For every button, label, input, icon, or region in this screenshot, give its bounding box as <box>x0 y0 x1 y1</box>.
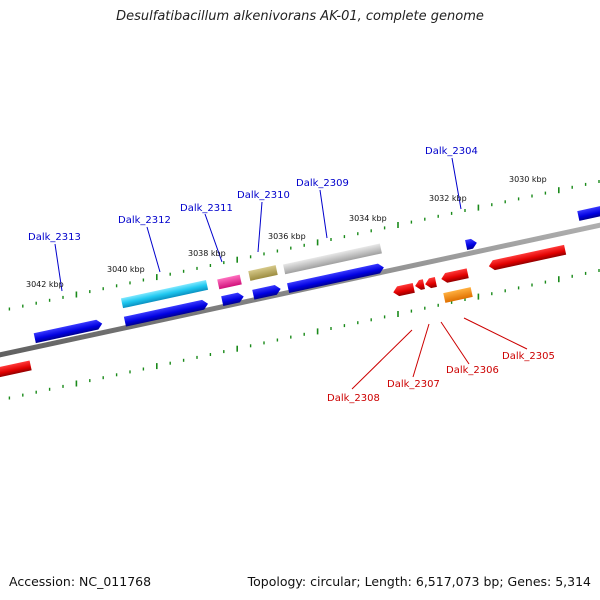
forward-leader-lines <box>54 157 462 292</box>
scale-ticks-forward <box>8 180 600 311</box>
label-dalk-2312[interactable]: Dalk_2312 <box>118 215 171 226</box>
leader-dalk-2308 <box>351 329 413 390</box>
leader-dalk-2306 <box>440 321 470 365</box>
gene-dalk-2312[interactable] <box>120 280 209 309</box>
gene-dalk-2307b-arrow[interactable] <box>424 277 437 289</box>
gene-unlabeled-6-arrow[interactable] <box>0 360 32 378</box>
gene-unlabeled-4-arrow[interactable] <box>287 263 385 294</box>
gene-dalk-2311[interactable] <box>217 274 242 290</box>
gene-dalk-2310-bar[interactable] <box>248 265 278 281</box>
leader-dalk-2305 <box>463 317 528 350</box>
gene-dalk-2313-arrow[interactable] <box>33 319 104 344</box>
scale-label-3032: 3032 kbp <box>429 194 467 203</box>
scale-label-3042: 3042 kbp <box>26 280 64 289</box>
gene-dalk-2310[interactable] <box>248 265 278 281</box>
gene-unlabeled-5[interactable] <box>577 205 600 221</box>
label-dalk-2310[interactable]: Dalk_2310 <box>237 190 290 201</box>
gene-dalk-2307[interactable] <box>414 279 425 291</box>
gene-dalk-2306b[interactable] <box>443 287 473 303</box>
leader-dalk-2312 <box>146 226 161 273</box>
label-dalk-2306[interactable]: Dalk_2306 <box>446 365 499 376</box>
label-dalk-2309[interactable]: Dalk_2309 <box>296 178 349 189</box>
gene-dalk-2308-arrow[interactable] <box>392 282 415 297</box>
gene-dalk-2311-bar[interactable] <box>217 274 242 290</box>
gene-dalk-2312-bar[interactable] <box>120 280 209 309</box>
gene-dalk-2306b-bar[interactable] <box>443 287 473 303</box>
leader-dalk-2304 <box>451 157 462 210</box>
scale-label-3040: 3040 kbp <box>107 265 145 274</box>
gene-unlabeled-1[interactable] <box>123 299 209 327</box>
gene-dalk-2306-arrow[interactable] <box>440 268 469 283</box>
reverse-leader-lines <box>351 317 528 390</box>
scale-label-3038: 3038 kbp <box>188 249 226 258</box>
label-dalk-2307[interactable]: Dalk_2307 <box>387 379 440 390</box>
gene-dalk-2309[interactable] <box>283 243 382 275</box>
scale-label-3036: 3036 kbp <box>268 232 306 241</box>
gene-unlabeled-3[interactable] <box>252 284 281 300</box>
gene-dalk-2306[interactable] <box>440 268 469 283</box>
label-dalk-2313[interactable]: Dalk_2313 <box>28 232 81 243</box>
leader-dalk-2313 <box>54 243 63 292</box>
leader-dalk-2311 <box>204 213 223 263</box>
gene-dalk-2308[interactable] <box>392 282 415 297</box>
leader-dalk-2309 <box>319 189 328 239</box>
gene-dalk-2305-arrow[interactable] <box>488 244 567 271</box>
gene-dalk-2304[interactable] <box>465 238 478 250</box>
leader-dalk-2307 <box>412 323 430 378</box>
gene-unlabeled-5-arrow[interactable] <box>577 205 600 221</box>
label-dalk-2305[interactable]: Dalk_2305 <box>502 351 555 362</box>
gene-dalk-2305[interactable] <box>488 244 567 271</box>
gene-dalk-2307b[interactable] <box>424 277 437 289</box>
gene-dalk-2313[interactable] <box>33 319 104 344</box>
label-dalk-2304[interactable]: Dalk_2304 <box>425 146 478 157</box>
scale-label-3030: 3030 kbp <box>509 175 547 184</box>
gene-dalk-2304-arrow[interactable] <box>465 238 478 250</box>
gene-unlabeled-2-arrow[interactable] <box>221 292 245 307</box>
accession-text: Accession: NC_011768 <box>9 574 152 589</box>
leader-dalk-2310 <box>257 201 263 253</box>
genome-summary-text: Topology: circular; Length: 6,517,073 bp… <box>247 574 591 589</box>
scale-label-3034: 3034 kbp <box>349 214 387 223</box>
gene-unlabeled-6[interactable] <box>0 360 32 378</box>
gene-unlabeled-2[interactable] <box>221 292 245 307</box>
gene-unlabeled-3-arrow[interactable] <box>252 284 281 300</box>
label-dalk-2311[interactable]: Dalk_2311 <box>180 203 233 214</box>
gene-dalk-2307-arrow[interactable] <box>414 279 425 291</box>
gene-unlabeled-4[interactable] <box>287 263 385 294</box>
gene-dalk-2309-bar[interactable] <box>283 243 382 275</box>
label-dalk-2308[interactable]: Dalk_2308 <box>327 393 380 404</box>
map-title: Desulfatibacillum alkenivorans AK-01, co… <box>116 9 484 24</box>
gene-unlabeled-1-arrow[interactable] <box>123 299 209 327</box>
scale-ticks-reverse <box>8 269 600 400</box>
